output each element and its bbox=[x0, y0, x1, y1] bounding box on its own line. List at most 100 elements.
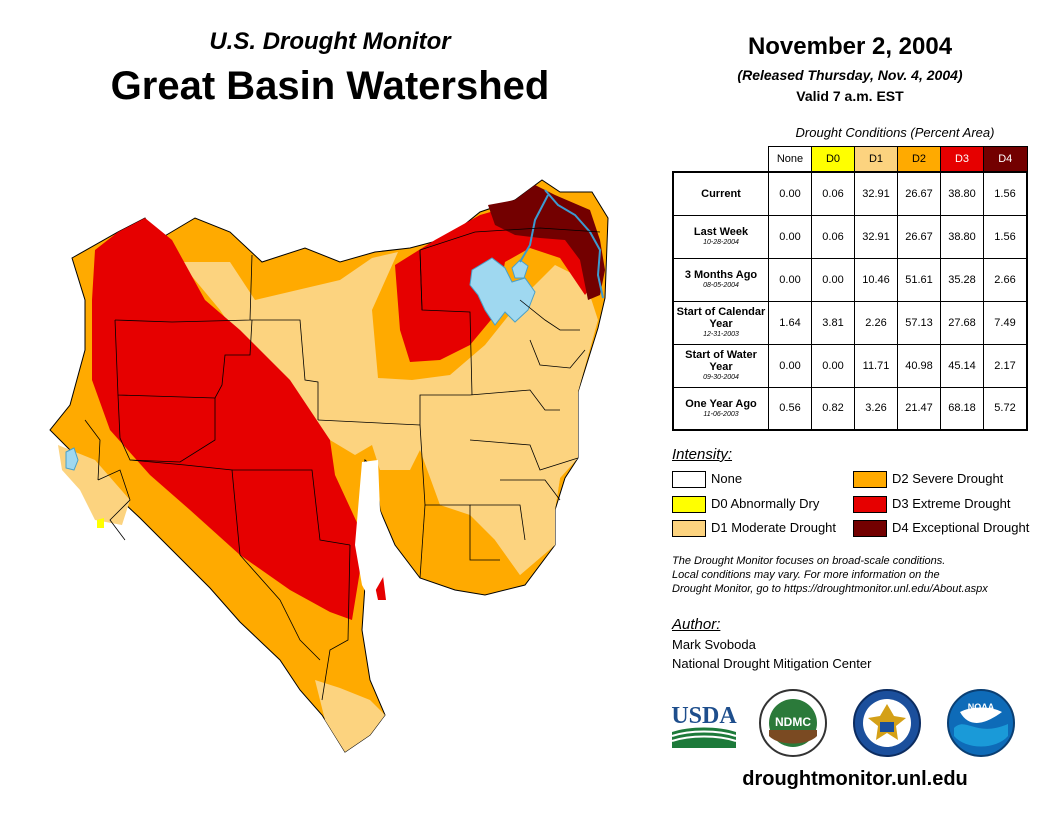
table-cell: 3.26 bbox=[854, 386, 898, 431]
table-cell: 0.06 bbox=[811, 214, 855, 259]
row-label-text: Last Week bbox=[693, 226, 749, 238]
valid-time: Valid 7 a.m. EST bbox=[796, 88, 904, 104]
row-date: 09-30-2004 bbox=[703, 374, 739, 381]
table-cell: 38.80 bbox=[940, 214, 984, 259]
table-cell: 1.56 bbox=[983, 171, 1028, 216]
d4-region-northeast bbox=[488, 185, 605, 300]
noaa-logo: NOAA bbox=[947, 689, 1015, 757]
noaa-logo-text: NOAA bbox=[968, 702, 995, 712]
table-cell: 0.00 bbox=[768, 171, 812, 216]
disclaimer-note: The Drought Monitor focuses on broad-sca… bbox=[672, 554, 1042, 596]
legend-swatch bbox=[853, 520, 887, 537]
table-cell: 32.91 bbox=[854, 214, 898, 259]
table-row: One Year Ago 11-06-2003 0.56 0.82 3.26 21… bbox=[672, 386, 1028, 431]
row-label-text: Current bbox=[701, 187, 741, 200]
legend-swatch bbox=[853, 496, 887, 513]
table-cell: 57.13 bbox=[897, 300, 941, 345]
table-cell: 1.64 bbox=[768, 300, 812, 345]
row-date: 12-31-2003 bbox=[703, 331, 739, 338]
table-row: Current 0.00 0.06 32.91 26.67 38.80 1.56 bbox=[672, 171, 1028, 216]
row-label-text: Start of Water Year bbox=[685, 349, 757, 373]
release-date: (Released Thursday, Nov. 4, 2004) bbox=[737, 67, 963, 83]
ndmc-logo-text: NDMC bbox=[775, 715, 811, 729]
white-channel-east bbox=[355, 460, 392, 600]
row-date: 10-28-2004 bbox=[703, 239, 739, 246]
table-cell: 45.14 bbox=[940, 343, 984, 388]
table-cell: 26.67 bbox=[897, 171, 941, 216]
table-cell: 0.82 bbox=[811, 386, 855, 431]
d1-region-south-tail bbox=[315, 680, 385, 752]
website-link[interactable]: droughtmonitor.unl.edu bbox=[742, 768, 968, 790]
note-line: Drought Monitor, go to https://droughtmo… bbox=[672, 583, 988, 595]
col-d2: D2 bbox=[897, 146, 941, 173]
author-name: Mark Svoboda bbox=[672, 637, 756, 652]
row-date: 11-06-2003 bbox=[703, 410, 739, 418]
table-cell: 27.68 bbox=[940, 300, 984, 345]
utah-lake bbox=[511, 259, 529, 279]
table-corner bbox=[673, 147, 769, 173]
table-cell: 0.00 bbox=[811, 343, 855, 388]
table-cell: 51.61 bbox=[897, 257, 941, 302]
row-label-text: Start of Calendar Year bbox=[676, 306, 766, 330]
row-label-start-water-year: Start of Water Year 09-30-2004 bbox=[672, 343, 769, 388]
drought-map bbox=[49, 179, 609, 753]
table-cell: 32.91 bbox=[854, 171, 898, 216]
map-title: Great Basin Watershed bbox=[110, 64, 550, 108]
note-line: The Drought Monitor focuses on broad-sca… bbox=[672, 555, 946, 567]
table-cell: 2.66 bbox=[983, 257, 1028, 302]
map-date: November 2, 2004 bbox=[747, 33, 953, 60]
commerce-seal-logo bbox=[853, 689, 921, 757]
col-d1: D1 bbox=[854, 146, 898, 173]
intensity-heading: Intensity: bbox=[672, 446, 733, 463]
great-salt-lake bbox=[469, 257, 536, 326]
table-cell: 0.00 bbox=[811, 257, 855, 302]
row-label-text: 3 Months Ago bbox=[684, 269, 758, 281]
table-cell: 38.80 bbox=[940, 171, 984, 216]
legend-label: D3 Extreme Drought bbox=[892, 496, 1011, 511]
map-subtitle: U.S. Drought Monitor bbox=[209, 28, 451, 55]
legend-label: D2 Severe Drought bbox=[892, 471, 1004, 486]
bear-river-branch bbox=[519, 194, 549, 263]
legend-swatch bbox=[853, 471, 887, 488]
d0-region bbox=[97, 518, 104, 528]
table-cell: 35.28 bbox=[940, 257, 984, 302]
table-row: 3 Months Ago 08-05-2004 0.00 0.00 10.46 5… bbox=[672, 257, 1028, 302]
table-cell: 21.47 bbox=[897, 386, 941, 431]
table-cell: 0.00 bbox=[768, 214, 812, 259]
usda-logo-text: USDA bbox=[671, 703, 737, 729]
table-header-row: None D0 D1 D2 D3 D4 bbox=[673, 146, 1028, 173]
table-cell: 0.00 bbox=[768, 257, 812, 302]
table-cell: 2.26 bbox=[854, 300, 898, 345]
author-org: National Drought Mitigation Center bbox=[672, 656, 872, 671]
col-d4: D4 bbox=[983, 146, 1028, 173]
row-label-text: One Year Ago bbox=[685, 397, 757, 410]
table-cell: 7.49 bbox=[983, 300, 1028, 345]
d1-region-central bbox=[180, 252, 598, 575]
row-label-3-months-ago: 3 Months Ago 08-05-2004 bbox=[672, 257, 769, 302]
table-cell: 3.81 bbox=[811, 300, 855, 345]
col-d3: D3 bbox=[940, 146, 984, 173]
table-cell: 26.67 bbox=[897, 214, 941, 259]
row-label-one-year-ago: One Year Ago 11-06-2003 bbox=[672, 386, 769, 431]
ndmc-logo: NDMC bbox=[759, 689, 827, 757]
bear-river bbox=[544, 189, 604, 299]
note-line: Local conditions may vary. For more info… bbox=[672, 569, 940, 581]
legend-swatch bbox=[672, 496, 706, 513]
legend-swatch bbox=[672, 471, 706, 488]
table-row: Start of Water Year 09-30-2004 0.00 0.00 … bbox=[672, 343, 1028, 388]
row-label-start-calendar-year: Start of Calendar Year 12-31-2003 bbox=[672, 300, 769, 345]
drought-conditions-table: None D0 D1 D2 D3 D4 Current 0.00 0.06 32… bbox=[672, 146, 1028, 431]
table-caption: Drought Conditions (Percent Area) bbox=[795, 125, 995, 140]
table-cell: 1.56 bbox=[983, 214, 1028, 259]
table-row: Start of Calendar Year 12-31-2003 1.64 3.… bbox=[672, 300, 1028, 345]
row-label-last-week: Last Week 10-28-2004 bbox=[672, 214, 769, 259]
legend-label: D4 Exceptional Drought bbox=[892, 520, 1030, 535]
table-cell: 10.46 bbox=[854, 257, 898, 302]
table-cell: 0.00 bbox=[768, 343, 812, 388]
table-cell: 0.06 bbox=[811, 171, 855, 216]
row-label-current: Current bbox=[672, 171, 769, 216]
table-cell: 0.56 bbox=[768, 386, 812, 431]
author-heading: Author: bbox=[672, 616, 721, 633]
table-row: Last Week 10-28-2004 0.00 0.06 32.91 26.6… bbox=[672, 214, 1028, 259]
table-cell: 40.98 bbox=[897, 343, 941, 388]
